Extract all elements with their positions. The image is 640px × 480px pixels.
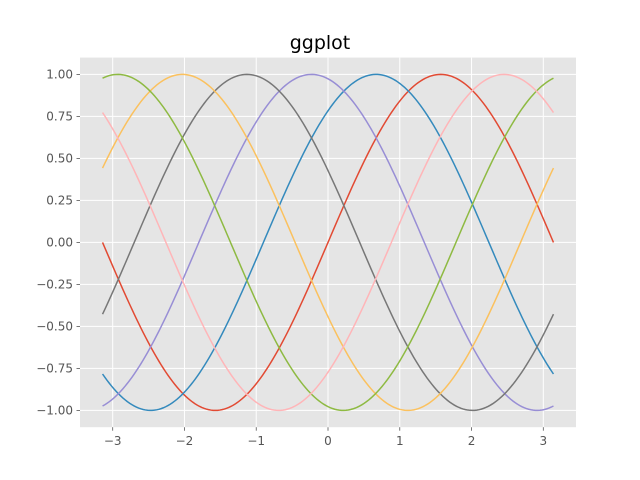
x-tick-label: −3 — [104, 434, 122, 448]
chart-title: ggplot — [290, 32, 351, 54]
y-tick-label: 1.00 — [46, 68, 73, 82]
axis-ticks: −3 −2 −1 0 1 2 3 −1.00 −0.75 −0.50 −0.25 0.00 0.25 0.… — [36, 68, 547, 449]
y-tick-label: 0.75 — [46, 110, 73, 124]
series-line — [101, 73, 555, 412]
series-line — [102, 73, 554, 412]
x-tick-label: 3 — [539, 434, 547, 448]
x-tick-label: 0 — [324, 434, 332, 448]
series-line — [101, 73, 555, 412]
x-tick-label: −2 — [176, 434, 194, 448]
series-lines — [101, 73, 555, 412]
x-tick-label: 2 — [468, 434, 476, 448]
series-line — [101, 73, 555, 412]
x-tick-label: 1 — [396, 434, 404, 448]
y-tick-label: −0.50 — [36, 320, 73, 334]
y-tick-label: −0.25 — [36, 278, 73, 292]
series-line — [101, 73, 555, 412]
y-tick-label: −1.00 — [36, 404, 73, 418]
series-line — [102, 73, 554, 412]
series-line — [101, 73, 555, 412]
y-tick-label: −0.75 — [36, 362, 73, 376]
y-tick-label: 0.50 — [46, 152, 73, 166]
y-tick-label: 0.25 — [46, 194, 73, 208]
y-tick-label: 0.00 — [46, 236, 73, 250]
x-tick-label: −1 — [247, 434, 265, 448]
